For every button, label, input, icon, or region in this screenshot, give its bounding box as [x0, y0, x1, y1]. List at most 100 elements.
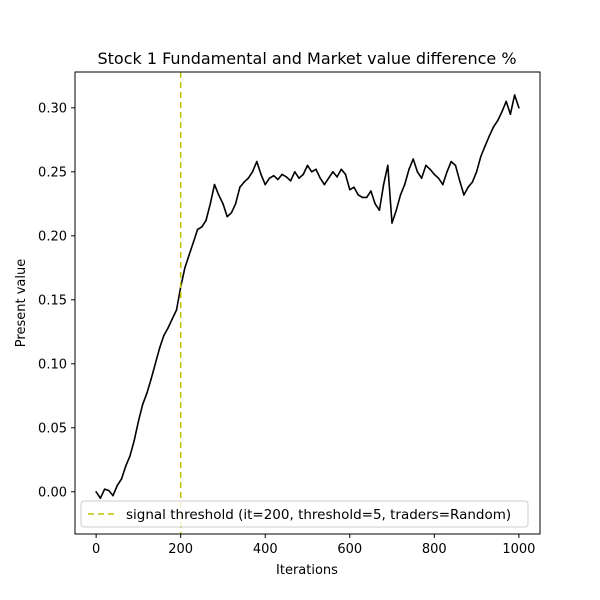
series-point	[463, 194, 465, 196]
x-tick-label: 600	[337, 542, 362, 557]
series-point	[264, 183, 267, 186]
series-point	[505, 100, 508, 103]
series-point	[277, 178, 279, 181]
series-point	[298, 177, 300, 179]
series-point	[171, 318, 173, 320]
series-point	[116, 484, 119, 487]
series-point	[150, 378, 152, 380]
series-point	[251, 171, 254, 173]
series-point	[391, 222, 393, 224]
y-tick-label: 0.20	[38, 229, 67, 244]
series-point	[167, 327, 169, 329]
series-point	[458, 180, 461, 182]
series-point	[480, 155, 482, 158]
series-point	[361, 196, 364, 199]
series-point	[467, 186, 469, 188]
series-point	[226, 215, 228, 218]
series-point	[323, 183, 326, 186]
series-point	[222, 203, 224, 205]
series-point	[230, 212, 233, 214]
series-point	[184, 267, 186, 269]
series-point	[382, 183, 385, 186]
x-tick-label: 400	[253, 542, 278, 557]
y-tick-label: 0.05	[38, 421, 67, 436]
x-tick-label: 0	[92, 542, 100, 557]
plot-frame	[74, 71, 541, 535]
series-point	[433, 173, 436, 176]
legend-threshold-label: signal threshold (it=200, threshold=5, t…	[126, 507, 511, 523]
series-point	[289, 180, 292, 182]
series-point	[344, 173, 347, 176]
series-point	[310, 171, 313, 173]
series-point	[247, 177, 250, 179]
series-point	[420, 177, 423, 179]
series-point	[141, 403, 144, 406]
series-point	[442, 183, 444, 186]
series-line	[95, 94, 520, 500]
series-point	[374, 203, 376, 205]
series-point	[349, 188, 351, 191]
series-point	[399, 194, 402, 196]
series-point	[154, 363, 157, 365]
series-point	[387, 164, 389, 167]
series-point	[196, 228, 199, 231]
series-point	[243, 181, 245, 183]
series-point	[370, 190, 372, 192]
series-point	[234, 203, 237, 205]
x-axis-label: Iterations	[276, 563, 338, 578]
series-point	[315, 168, 317, 171]
series-point	[475, 171, 478, 173]
y-tick-label: 0.10	[38, 357, 67, 372]
series-point	[302, 173, 305, 176]
series-point	[306, 164, 309, 167]
series-point	[340, 168, 343, 171]
series-point	[99, 497, 102, 500]
series-point	[332, 171, 334, 173]
y-tick-label: 0.00	[38, 485, 67, 500]
series-point	[484, 145, 486, 147]
series-point	[129, 455, 131, 457]
series-point	[192, 241, 195, 243]
series-point	[488, 135, 491, 137]
series-point	[416, 171, 419, 173]
series-point	[353, 186, 355, 188]
series-point	[95, 491, 97, 493]
series-point	[108, 489, 110, 492]
series-point	[395, 209, 398, 211]
series-point	[471, 181, 474, 183]
series-point	[217, 194, 220, 196]
legend-box	[80, 500, 529, 528]
x-tick-label: 200	[168, 542, 193, 557]
series-point	[429, 168, 431, 171]
series-point	[425, 164, 427, 167]
series-point	[412, 158, 415, 160]
y-axis-label: Present value	[14, 259, 29, 347]
series-point	[133, 439, 135, 442]
series-point	[205, 219, 207, 222]
series-point	[213, 183, 216, 186]
series-point	[124, 465, 127, 468]
series-point	[509, 113, 512, 115]
chart-title: Stock 1 Fundamental and Market value dif…	[97, 49, 516, 68]
series-point	[268, 177, 271, 179]
series-point	[446, 171, 448, 173]
series-point	[378, 209, 381, 211]
series-point	[201, 226, 203, 228]
series-point	[255, 160, 258, 163]
series-point	[103, 488, 106, 491]
series-point	[294, 171, 296, 173]
series-point	[285, 176, 288, 178]
series-point	[137, 420, 140, 423]
series-point	[454, 164, 457, 167]
series-point	[501, 110, 503, 113]
series-point	[496, 119, 499, 122]
series-point	[146, 392, 148, 395]
series-point	[518, 107, 520, 109]
series-point	[175, 309, 178, 311]
x-tick-label: 800	[422, 542, 447, 557]
series-point	[450, 160, 453, 163]
y-tick-label: 0.25	[38, 165, 67, 180]
series-point	[408, 168, 410, 171]
series-point	[336, 176, 338, 178]
